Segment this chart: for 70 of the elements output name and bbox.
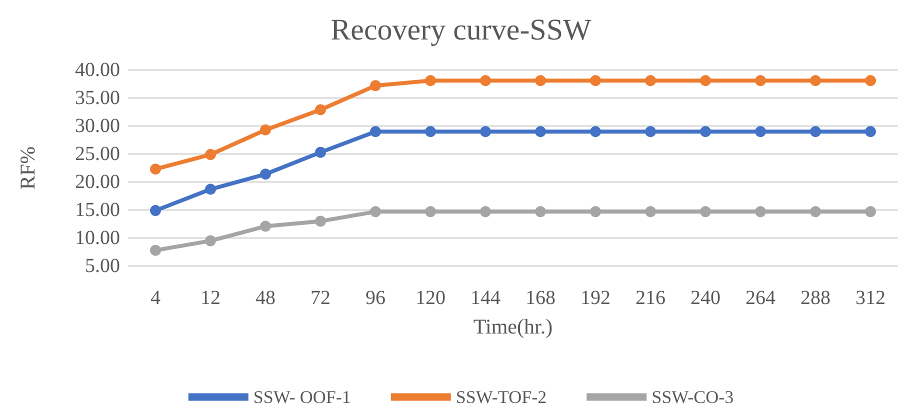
point [700, 206, 711, 218]
y-tick-label: 10.00 [75, 227, 120, 249]
point [865, 126, 876, 138]
point [535, 75, 546, 86]
point [865, 206, 876, 218]
point [755, 126, 766, 138]
y-tick-label: 15.00 [75, 199, 120, 221]
point [150, 244, 161, 256]
point [865, 75, 876, 86]
x-tick-label: 72 [310, 287, 330, 309]
point [645, 126, 656, 138]
point [645, 75, 656, 86]
x-tick-label: 4 [150, 287, 160, 309]
point [535, 206, 546, 218]
point [205, 184, 216, 195]
y-tick-label: 30.00 [75, 115, 120, 137]
point [755, 206, 766, 218]
point [315, 104, 326, 116]
point [370, 126, 381, 138]
point [425, 206, 436, 218]
point [590, 126, 601, 138]
point [480, 75, 491, 86]
point [260, 220, 271, 232]
point [315, 216, 326, 227]
chart-title: Recovery curve-SSW [330, 14, 592, 46]
point [755, 75, 766, 86]
y-tick-label: 35.00 [75, 87, 120, 109]
legend-label: SSW-CO-3 [652, 387, 734, 407]
y-tick-label: 5.00 [85, 255, 120, 277]
point [700, 75, 711, 86]
point [810, 126, 821, 138]
point [425, 75, 436, 86]
point [590, 75, 601, 86]
point [645, 206, 656, 218]
x-tick-label: 312 [856, 287, 886, 309]
x-tick-label: 96 [366, 287, 386, 309]
x-tick-label: 144 [470, 287, 500, 309]
y-tick-label: 40.00 [75, 59, 120, 81]
point [425, 126, 436, 138]
x-tick-label: 120 [416, 287, 446, 309]
x-tick-label: 240 [690, 287, 720, 309]
point [535, 126, 546, 138]
point [260, 124, 271, 136]
point [370, 206, 381, 218]
point [315, 146, 326, 158]
point [810, 75, 821, 86]
point [150, 205, 161, 216]
y-tick-label: 25.00 [75, 143, 120, 165]
x-tick-label: 168 [526, 287, 556, 309]
y-tick-label: 20.00 [75, 171, 120, 193]
legend-label: SSW-TOF-2 [456, 387, 547, 407]
x-axis-title: Time(hr.) [473, 314, 553, 338]
x-tick-label: 288 [800, 287, 830, 309]
point [150, 164, 161, 175]
point [480, 206, 491, 218]
x-tick-label: 216 [636, 287, 666, 309]
x-tick-label: 192 [580, 287, 610, 309]
x-tick-label: 12 [200, 287, 220, 309]
point [205, 235, 216, 246]
point [590, 206, 601, 218]
point [480, 126, 491, 138]
x-tick-label: 264 [746, 287, 776, 309]
point [370, 80, 381, 92]
point [260, 168, 271, 180]
x-tick-label: 48 [256, 287, 276, 309]
point [700, 126, 711, 138]
point [205, 149, 216, 160]
y-axis-title: RF% [16, 146, 40, 190]
legend-label: SSW- OOF-1 [253, 387, 351, 407]
point [810, 206, 821, 218]
